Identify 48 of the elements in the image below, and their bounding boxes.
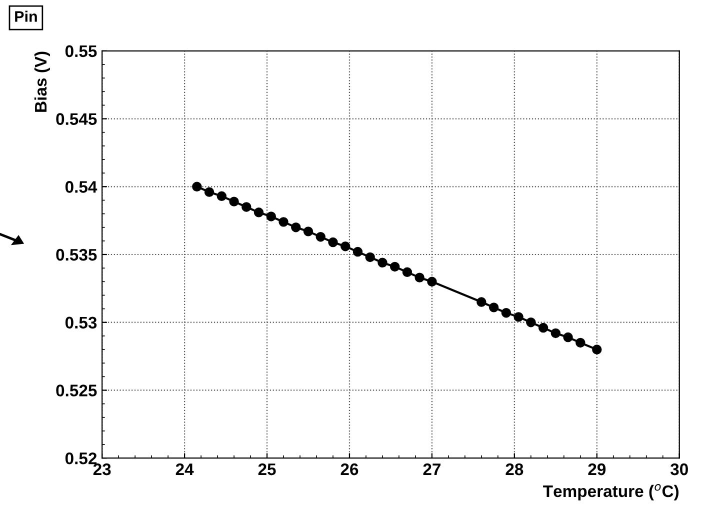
x-tick-label: 27 bbox=[423, 463, 440, 476]
point bbox=[278, 217, 288, 227]
point bbox=[204, 187, 214, 197]
point bbox=[514, 312, 524, 322]
x-tick-label: 29 bbox=[588, 463, 606, 476]
y-tick-label: 0.545 bbox=[56, 113, 97, 125]
point bbox=[501, 308, 512, 318]
point bbox=[563, 332, 573, 342]
x-tick-label: 23 bbox=[93, 463, 111, 476]
point bbox=[488, 302, 499, 312]
point bbox=[242, 202, 252, 212]
point bbox=[365, 252, 375, 262]
y-tick-label: 0.54 bbox=[65, 181, 98, 193]
point bbox=[291, 222, 301, 232]
point bbox=[192, 182, 202, 192]
point bbox=[550, 328, 561, 338]
point bbox=[340, 241, 350, 252]
point bbox=[414, 272, 424, 282]
x-tick-label: 26 bbox=[340, 463, 358, 476]
point bbox=[266, 212, 276, 222]
point bbox=[216, 191, 227, 201]
point bbox=[352, 246, 363, 257]
point bbox=[254, 208, 264, 218]
x-axis-title: Temperature ($^{o}$C) bbox=[543, 484, 679, 500]
y-tick-label: 0.535 bbox=[56, 248, 97, 261]
point bbox=[316, 232, 326, 242]
point bbox=[576, 338, 586, 348]
y-tick-label: 0.53 bbox=[65, 316, 97, 329]
point bbox=[378, 258, 388, 268]
x-tick-label: 30 bbox=[670, 463, 688, 476]
y-axis-title: Bias (V) bbox=[34, 52, 50, 112]
point bbox=[538, 322, 548, 333]
point bbox=[328, 237, 338, 248]
chart-title: Pin bbox=[15, 10, 37, 22]
point bbox=[402, 267, 412, 278]
point bbox=[303, 226, 314, 236]
y-tick-label: 0.52 bbox=[65, 452, 97, 464]
y-tick-label: 0.525 bbox=[56, 384, 97, 396]
point bbox=[526, 318, 536, 328]
point bbox=[229, 196, 239, 206]
point bbox=[427, 276, 437, 287]
x-tick-label: 24 bbox=[176, 463, 194, 476]
x-tick-label: 25 bbox=[258, 463, 276, 476]
point bbox=[390, 262, 400, 272]
point bbox=[592, 344, 602, 354]
y-tick-label: 0.55 bbox=[65, 45, 97, 58]
point bbox=[476, 297, 486, 307]
x-tick-label: 28 bbox=[506, 463, 524, 476]
